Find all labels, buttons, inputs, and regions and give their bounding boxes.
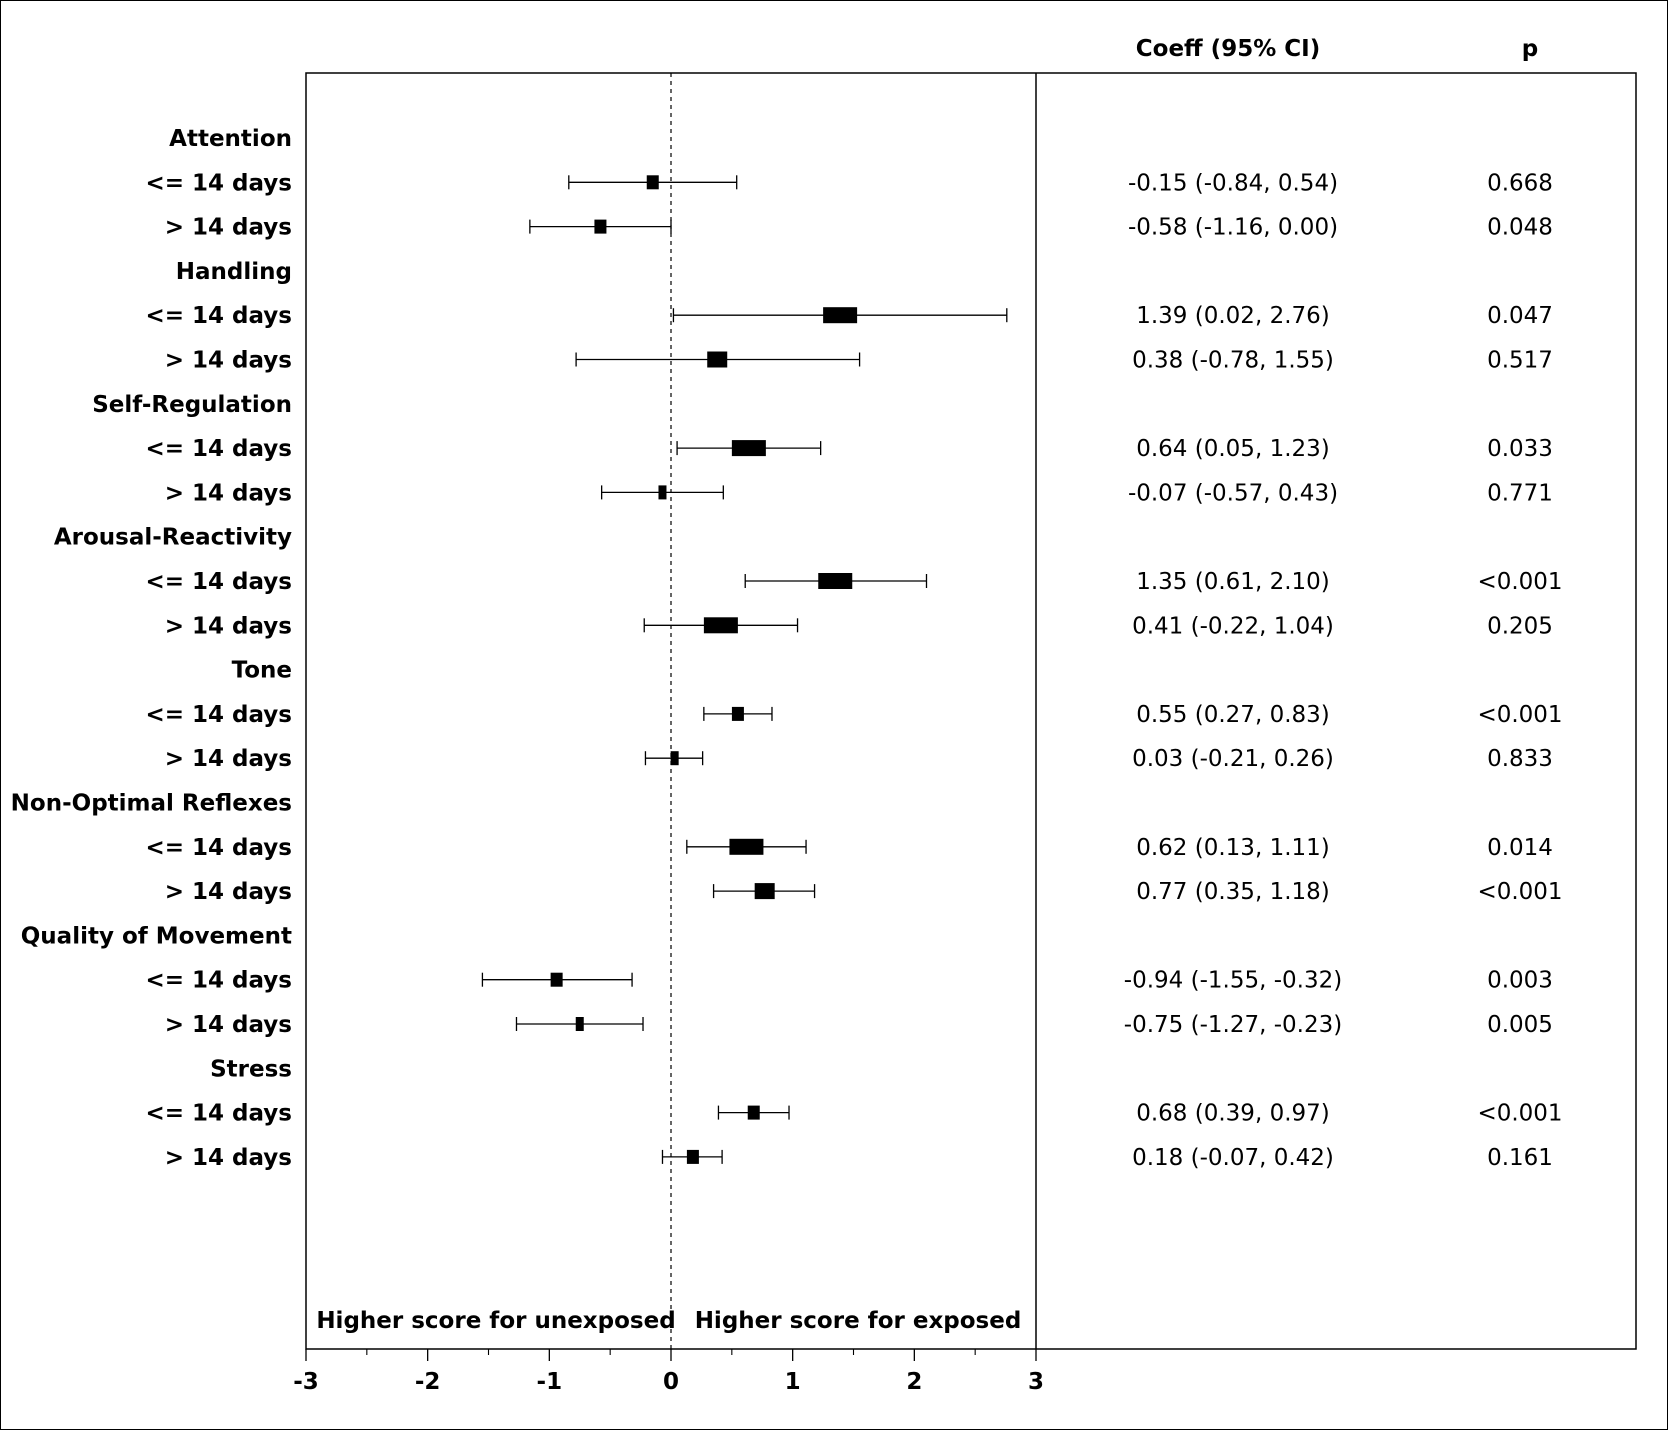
exposure-row-label: <= 14 days — [145, 436, 292, 462]
coeff-ci-cell: 0.38 (-0.78, 1.55) — [1132, 348, 1334, 374]
exposure-row-label: > 14 days — [165, 480, 292, 506]
x-tick-label: 1 — [785, 1369, 801, 1395]
plot-box — [305, 72, 1637, 1350]
point-estimate-marker — [703, 617, 738, 634]
point-estimate-marker — [646, 175, 659, 190]
x-tick-label: 3 — [1028, 1369, 1044, 1395]
p-value-cell: 0.048 — [1487, 215, 1553, 241]
coeff-ci-cell: 0.62 (0.13, 1.11) — [1136, 835, 1330, 861]
point-estimate-marker — [550, 972, 563, 987]
subscale-heading: Self-Regulation — [92, 392, 292, 418]
coeff-ci-cell: -0.94 (-1.55, -0.32) — [1124, 968, 1342, 994]
point-estimate-marker — [707, 351, 728, 368]
coeff-ci-cell: -0.58 (-1.16, 0.00) — [1128, 215, 1338, 241]
p-value-cell: 0.047 — [1487, 303, 1553, 329]
point-estimate-marker — [575, 1017, 584, 1031]
coeff-ci-cell: -0.15 (-0.84, 0.54) — [1128, 170, 1338, 196]
x-tick-label: -2 — [415, 1369, 441, 1395]
point-estimate-marker — [823, 307, 858, 324]
exposure-row-label: > 14 days — [165, 1012, 292, 1038]
coeff-column-header: Coeff (95% CI) — [1136, 36, 1320, 62]
exposure-row-label: <= 14 days — [145, 835, 292, 861]
exposure-row-label: > 14 days — [165, 1145, 292, 1171]
coeff-ci-cell: 1.39 (0.02, 2.76) — [1136, 303, 1330, 329]
subscale-heading: Non-Optimal Reflexes — [11, 791, 292, 817]
exposure-row-label: > 14 days — [165, 215, 292, 241]
exposure-row-label: <= 14 days — [145, 170, 292, 196]
coeff-ci-cell: 1.35 (0.61, 2.10) — [1136, 569, 1330, 595]
x-tick-label: -3 — [293, 1369, 319, 1395]
x-tick-label: 2 — [906, 1369, 922, 1395]
exposure-row-label: > 14 days — [165, 746, 292, 772]
coeff-ci-cell: 0.41 (-0.22, 1.04) — [1132, 613, 1334, 639]
subscale-heading: Quality of Movement — [21, 923, 292, 949]
point-estimate-marker — [754, 883, 775, 900]
coeff-ci-cell: -0.75 (-1.27, -0.23) — [1124, 1012, 1342, 1038]
point-estimate-marker — [729, 838, 764, 855]
exposure-row-label: <= 14 days — [145, 303, 292, 329]
exposure-row-label: <= 14 days — [145, 702, 292, 728]
point-estimate-marker — [747, 1105, 760, 1120]
chart-marks: Attention <= 14 days -0.15 (-0.84, 0.54) 0.… — [11, 73, 1563, 1395]
coeff-ci-cell: 0.68 (0.39, 0.97) — [1136, 1101, 1330, 1127]
coeff-ci-cell: 0.03 (-0.21, 0.26) — [1132, 746, 1334, 772]
point-estimate-marker — [594, 219, 607, 234]
p-value-cell: 0.161 — [1487, 1145, 1553, 1171]
point-estimate-marker — [670, 751, 679, 766]
p-value-cell: 0.005 — [1487, 1012, 1553, 1038]
p-value-cell: 0.833 — [1487, 746, 1553, 772]
exposure-row-label: > 14 days — [165, 613, 292, 639]
coeff-ci-cell: 0.18 (-0.07, 0.42) — [1132, 1145, 1334, 1171]
subscale-heading: Stress — [210, 1056, 292, 1082]
point-estimate-marker — [731, 706, 744, 721]
point-estimate-marker — [818, 573, 853, 589]
p-value-cell: 0.014 — [1487, 835, 1553, 861]
annotation-exposed: Higher score for exposed — [695, 1308, 1022, 1334]
coeff-ci-cell: 0.55 (0.27, 0.83) — [1136, 702, 1330, 728]
point-estimate-marker — [686, 1149, 699, 1164]
p-value-cell: 0.771 — [1487, 480, 1553, 506]
p-value-cell: <0.001 — [1477, 879, 1562, 905]
p-value-cell: 0.003 — [1487, 968, 1553, 994]
p-value-cell: 0.033 — [1487, 436, 1553, 462]
p-value-cell: 0.668 — [1487, 170, 1553, 196]
point-estimate-marker — [731, 440, 766, 457]
p-value-cell: <0.001 — [1477, 569, 1562, 595]
p-value-cell: <0.001 — [1477, 702, 1562, 728]
exposure-row-label: > 14 days — [165, 879, 292, 905]
exposure-row-label: > 14 days — [165, 348, 292, 374]
exposure-row-label: <= 14 days — [145, 968, 292, 994]
subscale-heading: Attention — [169, 126, 292, 152]
subscale-heading: Tone — [232, 658, 292, 684]
coeff-ci-cell: 0.64 (0.05, 1.23) — [1136, 436, 1330, 462]
exposure-row-label: <= 14 days — [145, 1101, 292, 1127]
point-estimate-marker — [658, 485, 667, 500]
p-value-cell: <0.001 — [1477, 1101, 1562, 1127]
p-value-cell: 0.205 — [1487, 613, 1553, 639]
p-value-cell: 0.517 — [1487, 348, 1553, 374]
annotation-unexposed: Higher score for unexposed — [316, 1308, 675, 1334]
x-tick-label: -1 — [537, 1369, 563, 1395]
subscale-heading: Handling — [176, 259, 292, 285]
subscale-heading: Arousal-Reactivity — [54, 525, 292, 551]
coeff-ci-cell: 0.77 (0.35, 1.18) — [1136, 879, 1330, 905]
p-column-header: p — [1522, 36, 1538, 62]
coeff-ci-cell: -0.07 (-0.57, 0.43) — [1128, 480, 1338, 506]
exposure-row-label: <= 14 days — [145, 569, 292, 595]
x-tick-label: 0 — [663, 1369, 679, 1395]
